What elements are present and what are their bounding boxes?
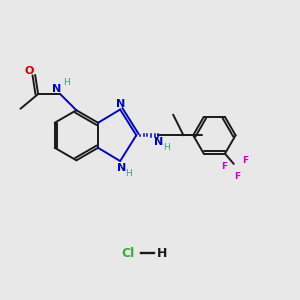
Text: N: N bbox=[117, 163, 126, 172]
Text: N: N bbox=[116, 99, 125, 109]
Text: H: H bbox=[157, 247, 168, 260]
Text: N: N bbox=[154, 137, 164, 147]
Text: F: F bbox=[221, 162, 227, 171]
Text: F: F bbox=[242, 156, 248, 165]
Text: H: H bbox=[163, 143, 170, 152]
Text: H: H bbox=[126, 169, 132, 178]
Text: F: F bbox=[234, 172, 240, 181]
Text: H: H bbox=[63, 78, 70, 87]
Text: O: O bbox=[25, 66, 34, 76]
Text: Cl: Cl bbox=[121, 247, 134, 260]
Text: N: N bbox=[52, 84, 61, 94]
